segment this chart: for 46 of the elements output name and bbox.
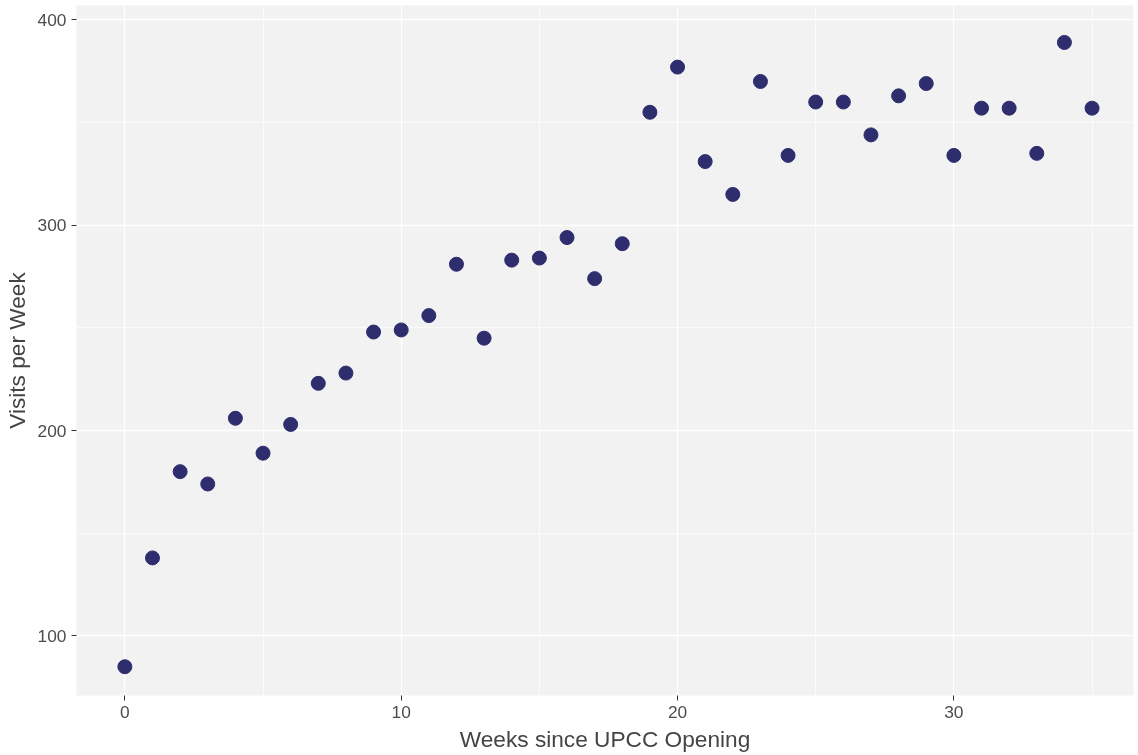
point — [946, 147, 962, 163]
point — [835, 94, 851, 110]
point — [255, 445, 271, 461]
point — [144, 550, 160, 566]
point — [283, 416, 299, 432]
point — [863, 127, 879, 143]
point — [448, 256, 464, 272]
point — [974, 100, 990, 116]
y-axis-title: Visits per Week — [3, 271, 30, 429]
point — [725, 186, 741, 202]
point — [642, 104, 658, 120]
point — [366, 324, 382, 340]
point — [531, 250, 547, 266]
point — [587, 271, 603, 287]
point — [1084, 100, 1100, 116]
point — [1001, 100, 1017, 116]
point — [200, 476, 216, 492]
x-tick-label: 30 — [944, 701, 964, 722]
point — [338, 365, 354, 381]
x-tick-label: 20 — [667, 701, 688, 722]
point — [559, 230, 575, 246]
point — [891, 88, 907, 104]
point — [227, 410, 243, 426]
point — [1029, 145, 1045, 161]
point — [752, 74, 768, 89]
point — [697, 154, 713, 170]
y-tick-label: 400 — [37, 9, 67, 30]
point — [1056, 34, 1072, 50]
point — [808, 94, 824, 110]
point — [476, 330, 492, 346]
x-tick-label: 0 — [120, 701, 130, 722]
point — [670, 59, 686, 75]
y-tick-label: 200 — [37, 420, 67, 441]
point — [504, 252, 520, 268]
x-tick-label: 10 — [391, 701, 411, 722]
point — [117, 659, 133, 675]
x-axis-title: Weeks since UPCC Opening — [459, 725, 751, 752]
point — [780, 147, 796, 163]
y-tick-label: 100 — [37, 625, 67, 646]
y-tick-label: 300 — [37, 215, 67, 236]
point — [310, 375, 326, 391]
point — [918, 76, 934, 92]
point — [614, 236, 630, 252]
point — [421, 308, 437, 324]
point — [393, 322, 409, 338]
point — [172, 464, 188, 480]
